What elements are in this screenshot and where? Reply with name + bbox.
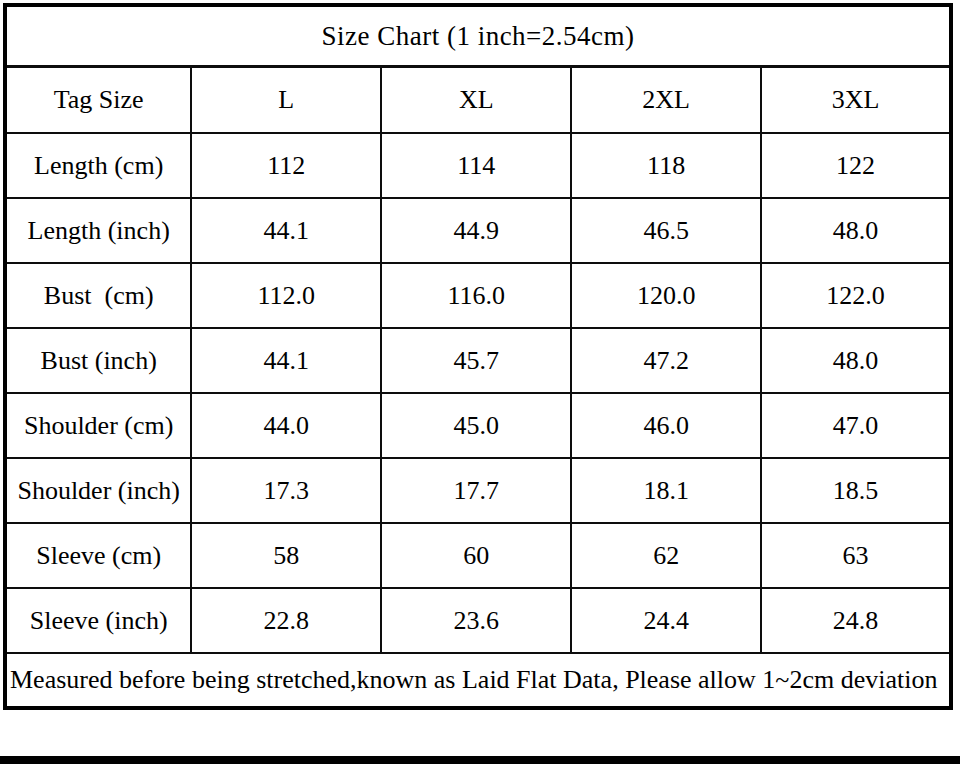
row-label: Shoulder (inch) — [5, 458, 191, 523]
table-row-length-inch: Length (inch)44.144.946.548.0 — [5, 198, 951, 263]
bottom-border-bar — [0, 756, 960, 764]
deviation-note: Measured before being stretched,known as… — [5, 653, 951, 708]
size-chart-table: Size Chart (1 inch=2.54cm) Tag SizeLXL2X… — [3, 3, 953, 710]
table-row-sleeve-cm: Sleeve (cm)58606263 — [5, 523, 951, 588]
row-label: Length (inch) — [5, 198, 191, 263]
size-value: 44.1 — [191, 328, 381, 393]
row-label: Sleeve (cm) — [5, 523, 191, 588]
size-value: 48.0 — [761, 328, 951, 393]
size-value: 45.7 — [381, 328, 571, 393]
size-value: 17.7 — [381, 458, 571, 523]
size-value: 44.0 — [191, 393, 381, 458]
size-value: 60 — [381, 523, 571, 588]
size-value: 62 — [571, 523, 761, 588]
header-row: Tag SizeLXL2XL3XL — [5, 67, 951, 134]
table-row-bust-cm: Bust (cm)112.0116.0120.0122.0 — [5, 263, 951, 328]
size-value: 47.0 — [761, 393, 951, 458]
size-value: 18.5 — [761, 458, 951, 523]
size-value: 114 — [381, 133, 571, 198]
size-value: 116.0 — [381, 263, 571, 328]
column-header-2xl: 2XL — [571, 67, 761, 134]
column-header-xl: XL — [381, 67, 571, 134]
size-value: 44.9 — [381, 198, 571, 263]
table-row-shoulder-cm: Shoulder (cm)44.045.046.047.0 — [5, 393, 951, 458]
size-value: 46.5 — [571, 198, 761, 263]
table-title: Size Chart (1 inch=2.54cm) — [5, 5, 951, 67]
column-header-3xl: 3XL — [761, 67, 951, 134]
corner-header-tag-size: Tag Size — [5, 67, 191, 134]
title-row: Size Chart (1 inch=2.54cm) — [5, 5, 951, 67]
size-value: 44.1 — [191, 198, 381, 263]
footer-row: Measured before being stretched,known as… — [5, 653, 951, 708]
size-value: 48.0 — [761, 198, 951, 263]
table-row-sleeve-inch: Sleeve (inch)22.823.624.424.8 — [5, 588, 951, 653]
size-value: 24.4 — [571, 588, 761, 653]
size-value: 46.0 — [571, 393, 761, 458]
row-label: Length (cm) — [5, 133, 191, 198]
size-value: 23.6 — [381, 588, 571, 653]
table-row-length-cm: Length (cm)112114118122 — [5, 133, 951, 198]
size-table-body: Length (cm)112114118122Length (inch)44.1… — [5, 133, 951, 653]
size-value: 63 — [761, 523, 951, 588]
size-chart-page: Size Chart (1 inch=2.54cm) Tag SizeLXL2X… — [0, 3, 960, 764]
size-value: 22.8 — [191, 588, 381, 653]
size-value: 47.2 — [571, 328, 761, 393]
table-row-bust-inch: Bust (inch)44.145.747.248.0 — [5, 328, 951, 393]
size-value: 122.0 — [761, 263, 951, 328]
row-label: Bust (inch) — [5, 328, 191, 393]
size-value: 112.0 — [191, 263, 381, 328]
column-header-l: L — [191, 67, 381, 134]
size-value: 112 — [191, 133, 381, 198]
size-value: 45.0 — [381, 393, 571, 458]
size-value: 122 — [761, 133, 951, 198]
row-label: Sleeve (inch) — [5, 588, 191, 653]
row-label: Bust (cm) — [5, 263, 191, 328]
size-value: 120.0 — [571, 263, 761, 328]
size-value: 58 — [191, 523, 381, 588]
size-value: 18.1 — [571, 458, 761, 523]
table-row-shoulder-inch: Shoulder (inch)17.317.718.118.5 — [5, 458, 951, 523]
size-value: 17.3 — [191, 458, 381, 523]
size-value: 24.8 — [761, 588, 951, 653]
row-label: Shoulder (cm) — [5, 393, 191, 458]
size-value: 118 — [571, 133, 761, 198]
